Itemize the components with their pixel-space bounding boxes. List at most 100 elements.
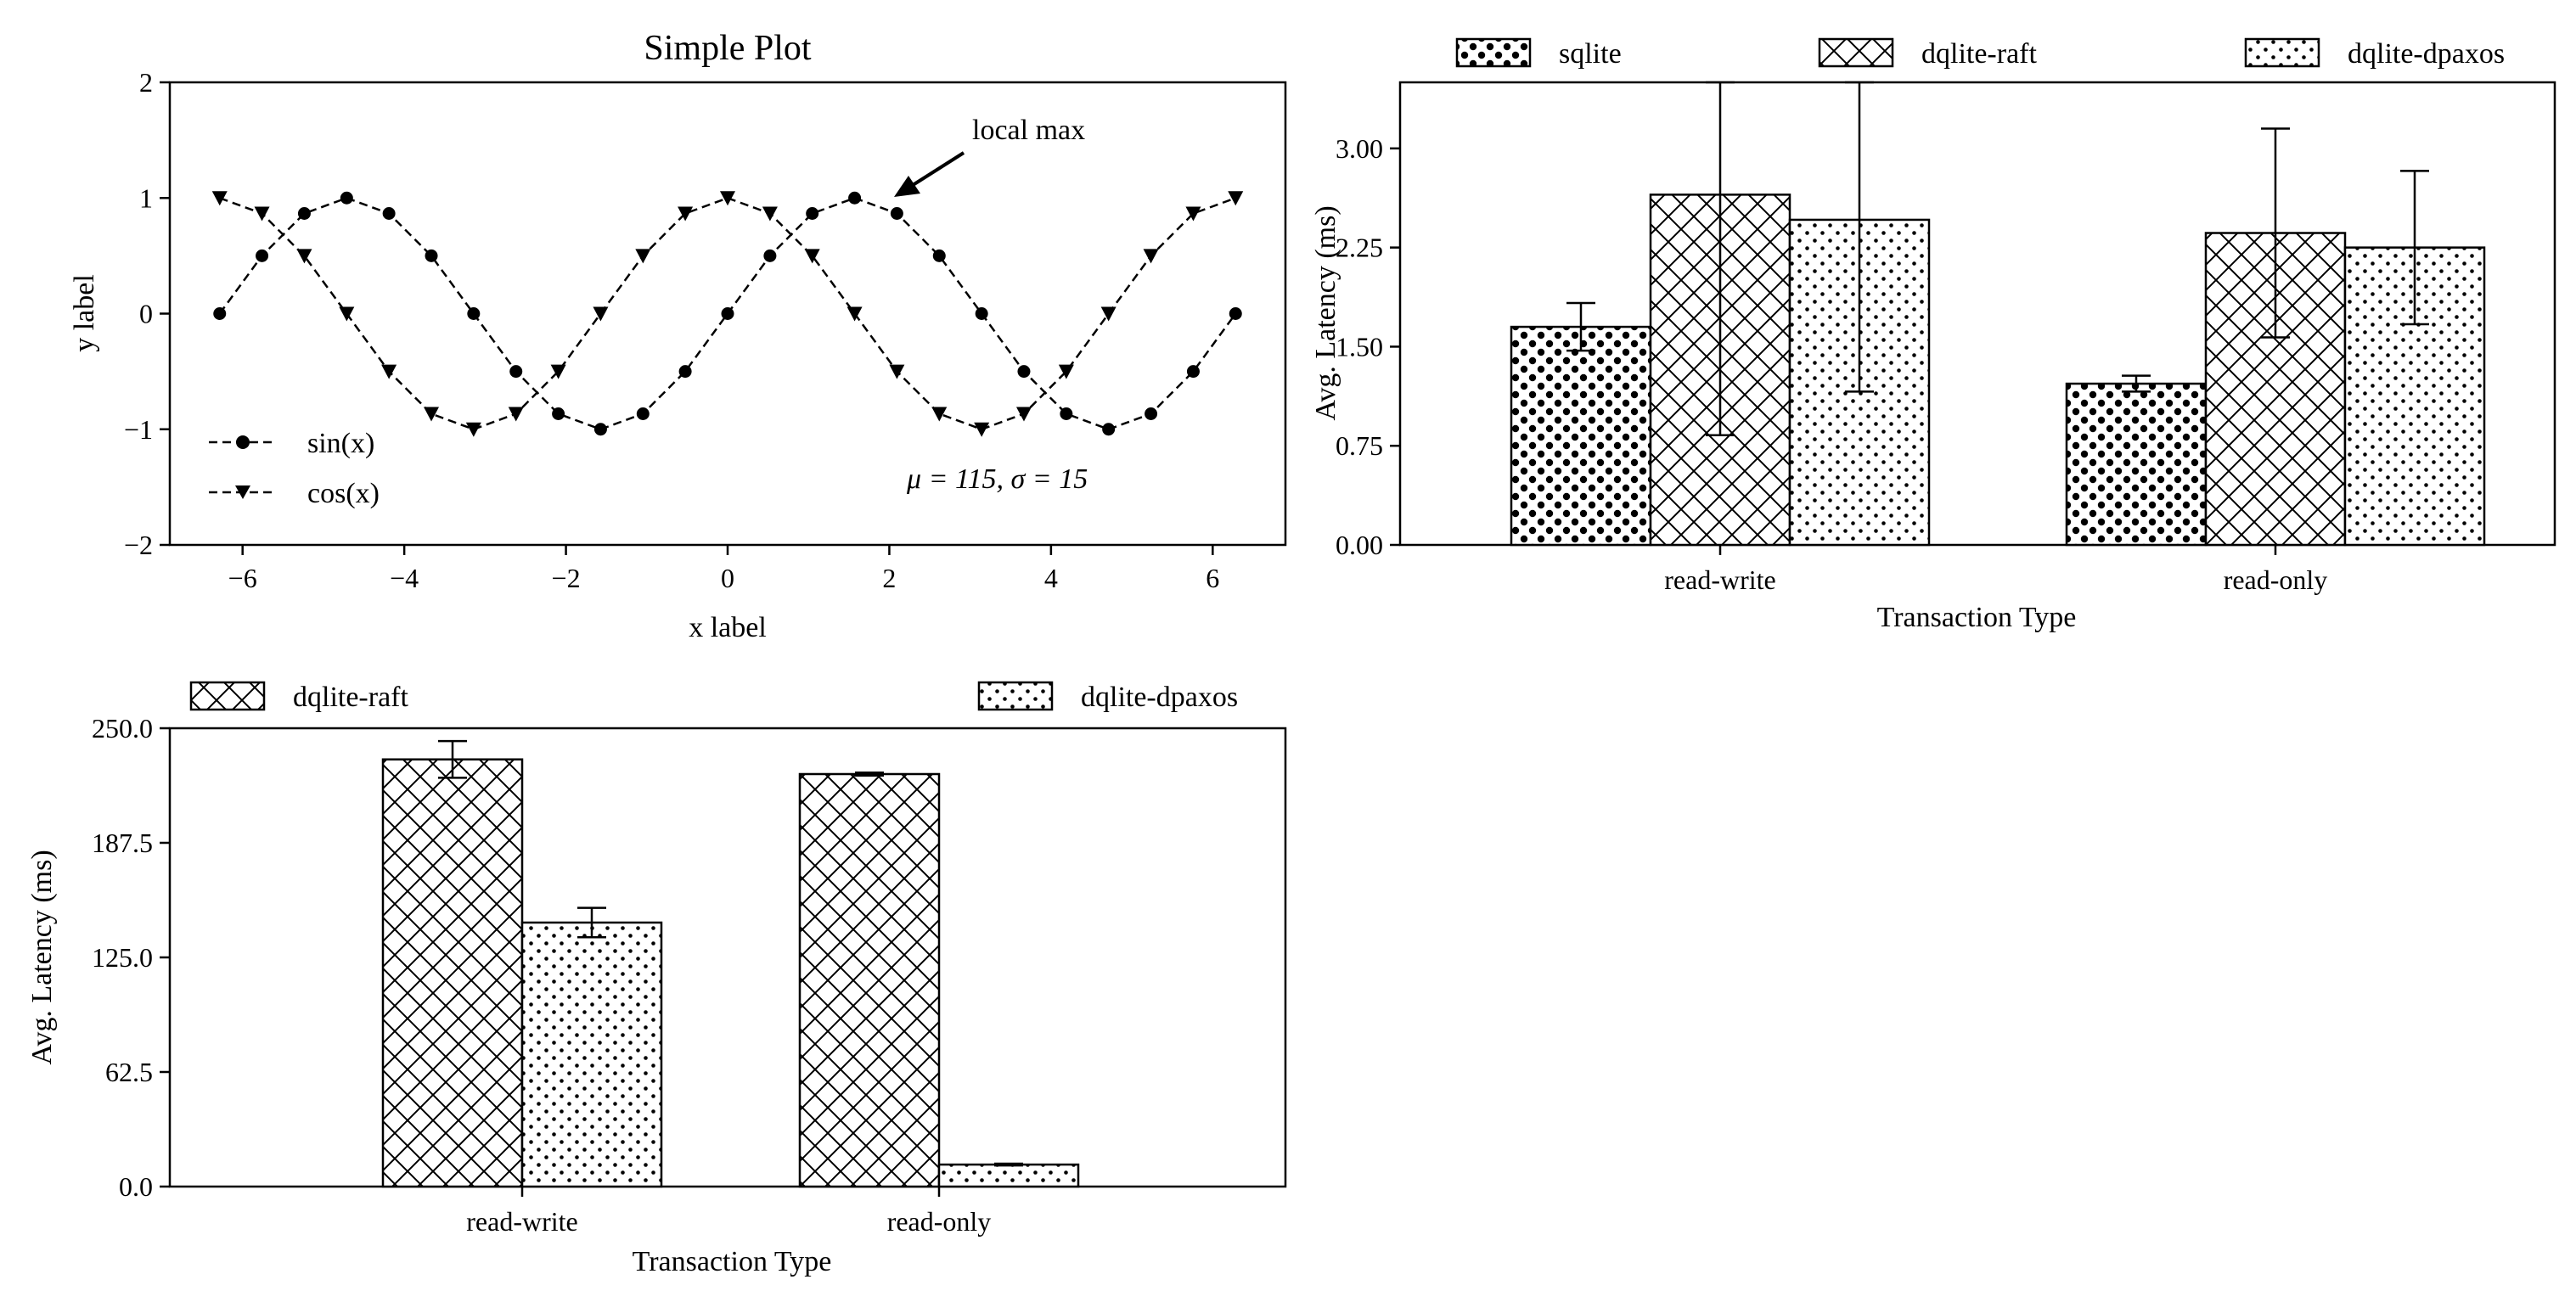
x-ticks: −6 −4 −2 0 2 4 6 [228,545,1219,593]
line-chart-panel: Simple Plot x label y label −6 −4 −2 0 2 4 6 −… [69,29,1287,643]
data-point-sinx [975,307,988,320]
bar-sqlite-read-only [2065,382,2208,547]
data-point-cosx [1015,407,1032,422]
annotation-local-max-text: local max [972,115,1085,146]
bar-dqlite-dpaxos-read-write [520,921,663,1188]
y-tick-label: 1 [139,182,153,213]
data-point-sinx [806,207,819,221]
data-point-sinx [1186,365,1200,379]
data-point-sinx [593,423,607,436]
data-point-sinx [256,249,269,262]
data-point-sinx [1229,307,1242,320]
y-axis-label: y label [69,274,100,352]
x-tick-label: read-write [466,1206,577,1237]
data-point-sinx [636,407,650,420]
data-point-cosx [1058,364,1074,379]
data-point-cosx [974,422,990,437]
legend-sin-marker [236,435,250,449]
legend-swatch-dqlite-raft [189,681,266,711]
x-ticks: read-write read-only [1664,545,2327,595]
legend-swatch-dqlite-dpaxos [2244,37,2320,68]
data-point-cosx [1143,249,1159,264]
annotation-stats: μ = 115, σ = 15 [906,463,1088,495]
data-point-sinx [763,249,777,262]
data-point-sinx [1102,423,1116,436]
y-ticks: −2 −1 0 1 2 [124,67,170,560]
plot-frame [168,727,1287,1188]
y-tick-label: 0.00 [1336,530,1383,560]
x-axis-label: Transaction Type [633,1246,832,1277]
data-point-cosx [1100,306,1116,322]
bar-chart-2-series-panel: dqlite-raft dqlite-dpaxos 0.0 62.5 125.0 187… [26,681,1287,1277]
data-point-sinx [932,249,946,262]
data-point-sinx [848,191,862,205]
y-tick-label: 0.75 [1336,430,1383,461]
data-point-sinx [721,307,734,320]
y-ticks: 0.00 0.75 1.50 2.25 3.00 [1336,133,1400,560]
bar-sqlite-read-write [1510,325,1652,547]
chart-title: Simple Plot [644,29,812,68]
legend-swatch-sqlite [1455,37,1532,68]
legend: sin(x) cos(x) [209,428,380,509]
legend-label-sqlite: sqlite [1559,38,1622,70]
y-tick-label: 62.5 [105,1057,153,1087]
legend: dqlite-raft dqlite-dpaxos [189,681,1238,713]
y-tick-label: 2.25 [1336,233,1383,263]
legend-cos-marker [235,485,250,499]
data-point-cosx [1185,206,1201,222]
annotation-arrow-head [894,176,920,197]
x-tick-label: 2 [882,563,896,593]
data-point-sinx [552,407,565,420]
data-point-sinx [382,207,396,221]
x-axis-label: x label [689,612,767,643]
data-point-cosx [211,191,228,206]
data-point-cosx [846,306,863,322]
y-axis-label: Avg. Latency (ms) [26,850,58,1064]
data-point-cosx [550,364,566,379]
bars-layer [381,739,1080,1188]
x-tick-label: read-write [1664,564,1775,595]
legend-label-dqlite-raft: dqlite-raft [293,682,408,713]
data-point-sinx [1017,365,1031,379]
data-point-cosx [889,364,905,379]
x-tick-label: 0 [721,563,734,593]
bar-dqlite-raft-read-only [798,772,941,1188]
bar-dqlite-dpaxos-read-only [937,1163,1080,1188]
y-tick-label: −1 [124,414,153,445]
y-tick-label: 3.00 [1336,133,1383,164]
bars-layer [1510,81,2486,547]
y-axis-label: Avg. Latency (ms) [1310,205,1341,420]
bar-dqlite-raft-read-write [381,758,524,1188]
data-point-sinx [678,365,692,379]
plot-frame [1398,81,2556,547]
data-point-cosx [465,422,481,437]
y-tick-label: −2 [124,530,153,560]
legend-sin-label: sin(x) [307,428,374,459]
data-point-cosx [678,206,694,222]
legend-label-dqlite-raft: dqlite-raft [1921,38,2037,70]
x-ticks: read-write read-only [466,1187,991,1237]
data-point-sinx [1060,407,1073,420]
data-point-cosx [296,249,312,264]
data-point-sinx [890,207,903,221]
annotation-arrow-shaft [908,151,965,188]
data-point-sinx [467,307,481,320]
legend-label-dqlite-dpaxos: dqlite-dpaxos [2348,38,2505,70]
data-point-sinx [340,191,353,205]
y-tick-label: 0 [139,299,153,329]
x-tick-label: 6 [1206,563,1219,593]
data-point-cosx [254,206,270,222]
y-tick-label: 0.0 [119,1171,153,1202]
data-point-sinx [297,207,311,221]
data-point-sinx [213,307,227,320]
data-point-sinx [425,249,438,262]
x-axis-label: Transaction Type [1877,602,2077,633]
y-ticks: 0.0 62.5 125.0 187.5 250.0 [92,713,170,1202]
x-tick-label: −4 [390,563,419,593]
data-point-cosx [593,306,609,322]
data-point-cosx [339,306,355,322]
y-tick-label: 187.5 [92,828,153,858]
x-tick-label: −6 [228,563,257,593]
x-tick-label: read-only [2224,564,2328,595]
